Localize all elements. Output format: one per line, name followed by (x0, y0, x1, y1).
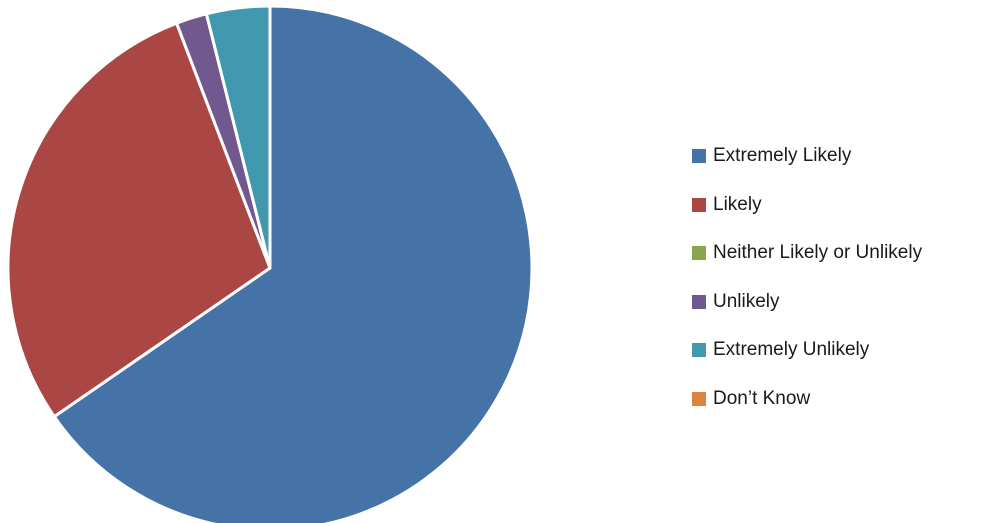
legend-swatch-likely (692, 197, 706, 212)
legend-item-neither: Neither Likely or Unlikely (692, 229, 982, 278)
legend-item-extremely-likely: Extremely Likely (692, 132, 982, 181)
legend-swatch-extremely-likely (692, 149, 706, 164)
legend-item-extremely-unlikely: Extremely Unlikely (692, 326, 982, 375)
pie-slice-likely (6, 21, 272, 419)
legend-swatch-unlikely (692, 294, 706, 309)
legend-label: Neither Likely or Unlikely (713, 242, 923, 264)
legend-label: Extremely Unlikely (713, 339, 870, 361)
legend-item-dont-know: Don’t Know (692, 375, 982, 424)
legend-swatch-extremely-unlikely (692, 343, 706, 358)
legend-item-likely: Likely (692, 181, 982, 230)
legend-label: Likely (713, 193, 762, 215)
legend-label: Unlikely (713, 290, 780, 312)
legend-swatch-neither (692, 246, 706, 261)
pie-slice-extremely-likely (52, 4, 534, 523)
legend-label: Extremely Likely (713, 145, 852, 167)
legend-swatch-dont-know (692, 391, 706, 406)
legend-item-unlikely: Unlikely (692, 278, 982, 327)
pie-slice-extremely-unlikely (204, 4, 272, 270)
legend: Extremely Likely Likely Neither Likely o… (692, 132, 982, 423)
legend-label: Don’t Know (713, 387, 811, 409)
